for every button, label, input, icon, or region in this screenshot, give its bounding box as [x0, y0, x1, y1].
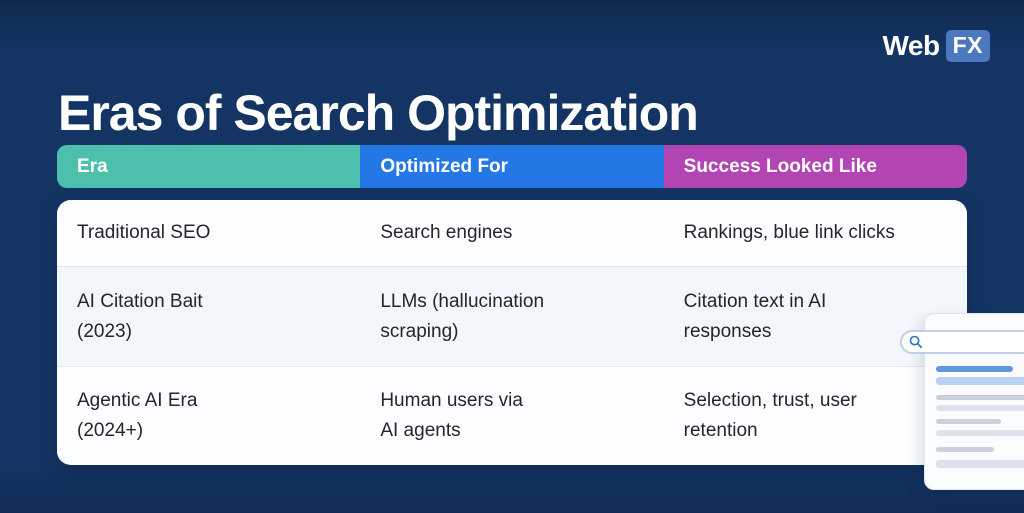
logo-fx-badge: FX	[945, 30, 990, 62]
skeleton-result-bar	[936, 419, 1001, 424]
cell-optimized-for: LLMs (hallucination scraping)	[380, 290, 545, 342]
cell-success: Citation text in AI responses	[683, 290, 827, 342]
table-row: Agentic AI Era (2024+) Human users via A…	[57, 366, 967, 464]
table-header-bar: Era Optimized For Success Looked Like	[57, 145, 967, 188]
cell-era: Agentic AI Era (2024+)	[77, 389, 198, 441]
cell-optimized-for: Search engines	[380, 222, 513, 243]
cell-era: Traditional SEO	[77, 222, 211, 243]
search-icon	[909, 335, 922, 348]
cell-success: Selection, trust, user retention	[683, 389, 857, 441]
table-row: AI Citation Bait (2023) LLMs (hallucinat…	[57, 266, 967, 366]
skeleton-result-bar	[936, 430, 1024, 436]
webfx-logo: Web FX	[882, 30, 990, 62]
header-era: Era	[57, 145, 361, 188]
cell-success: Rankings, blue link clicks	[683, 222, 895, 243]
skeleton-result-bar	[936, 405, 1024, 411]
comparison-table: Traditional SEO Search engines Rankings,…	[57, 200, 967, 465]
skeleton-result-bar	[936, 366, 1013, 372]
skeleton-result-bar	[936, 460, 1024, 468]
skeleton-result-bar	[936, 377, 1024, 385]
search-bar-illustration	[900, 330, 1024, 354]
skeleton-result-bar	[936, 395, 1024, 400]
header-success-looked-like: Success Looked Like	[663, 145, 967, 188]
skeleton-result-bar	[936, 447, 994, 452]
table-row: Traditional SEO Search engines Rankings,…	[57, 200, 967, 266]
logo-web-text: Web	[882, 30, 941, 61]
cell-optimized-for: Human users via AI agents	[380, 389, 523, 441]
cell-era: AI Citation Bait (2023)	[77, 290, 203, 342]
header-optimized-for: Optimized For	[360, 145, 664, 188]
page-title: Eras of Search Optimization	[58, 84, 699, 141]
